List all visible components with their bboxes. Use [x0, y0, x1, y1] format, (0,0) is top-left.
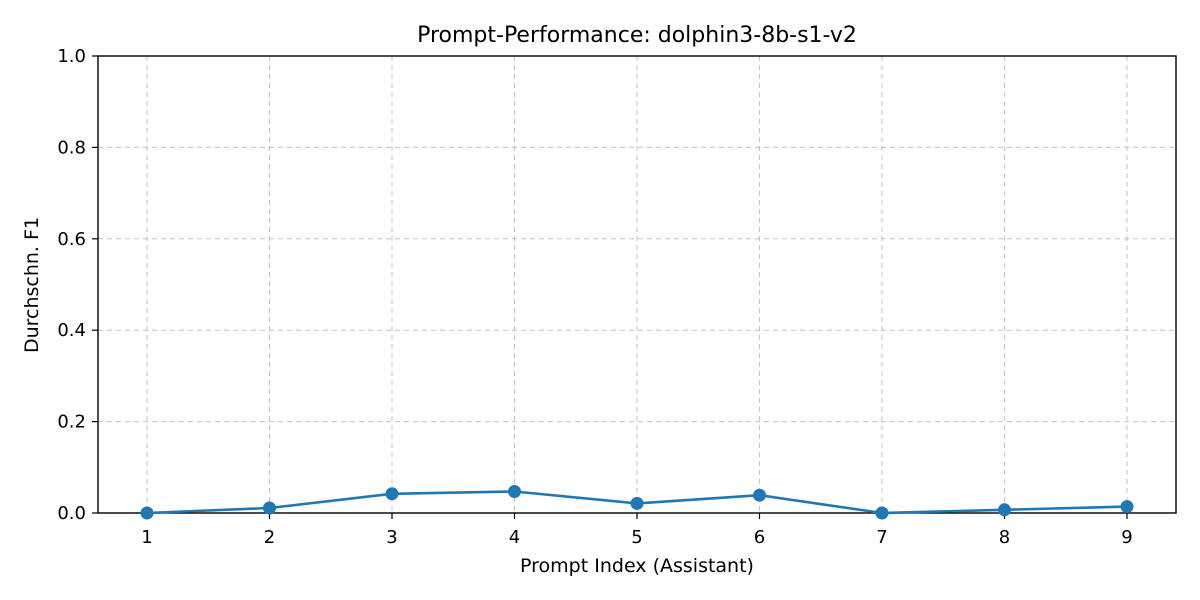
grid — [98, 55, 1176, 514]
data-point — [508, 485, 521, 498]
x-tick-label: 6 — [754, 527, 765, 548]
x-tick-label: 9 — [1121, 527, 1132, 548]
x-tick-label: 3 — [386, 527, 397, 548]
x-tick-label: 2 — [264, 527, 275, 548]
data-point — [998, 503, 1011, 517]
y-tick-label: 0.2 — [57, 412, 86, 433]
data-point — [875, 506, 889, 520]
x-axis-label: Prompt Index (Assistant) — [520, 555, 754, 577]
x-tick-label: 7 — [876, 527, 887, 548]
data-point — [753, 488, 766, 502]
x-tick-label: 8 — [999, 527, 1010, 548]
chart-title: Prompt-Performance: dolphin3-8b-s1-v2 — [417, 23, 857, 48]
data-point — [1120, 500, 1134, 514]
data-point — [263, 501, 276, 515]
x-tick-label: 5 — [631, 527, 642, 548]
y-tick-label: 0.0 — [57, 503, 86, 524]
data-point — [140, 506, 154, 520]
y-tick-label: 0.8 — [57, 137, 86, 158]
x-tick-label: 4 — [509, 527, 520, 548]
x-tick-label: 1 — [141, 527, 152, 548]
series-layer — [140, 485, 1134, 520]
y-tick-label: 0.6 — [57, 229, 86, 250]
y-tick-label: 0.4 — [57, 320, 86, 341]
y-axis-label: Durchschn. F1 — [21, 217, 43, 353]
y-tick-label: 1.0 — [57, 46, 86, 67]
data-point — [385, 487, 399, 501]
data-point — [630, 496, 644, 510]
